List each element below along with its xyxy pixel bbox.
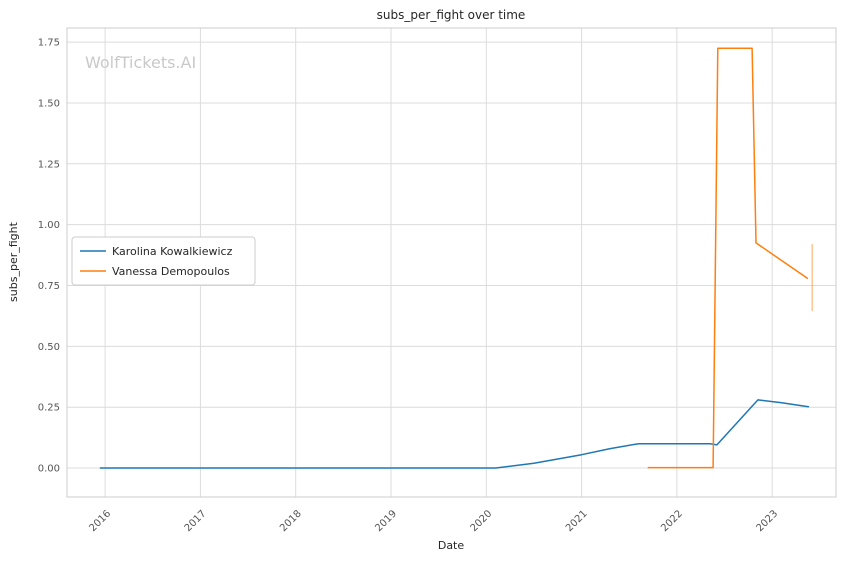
y-tick-label: 1.75 — [38, 38, 60, 49]
y-tick-label: 0.75 — [38, 281, 60, 292]
y-axis-label: subs_per_fight — [7, 221, 20, 302]
series-lines — [99, 47, 813, 469]
y-tick-label: 1.25 — [38, 159, 60, 170]
x-tick-label: 2023 — [755, 508, 781, 534]
legend-label-vanessa-demopoulos: Vanessa Demopoulos — [112, 265, 230, 278]
x-axis-label: Date — [438, 539, 465, 552]
x-tick-label: 2022 — [659, 508, 685, 534]
legend: Karolina Kowalkiewicz Vanessa Demopoulos — [71, 236, 256, 286]
grid-lines — [67, 28, 836, 497]
y-tick-labels: 0.00 0.25 0.50 0.75 1.00 1.25 1.50 1.75 — [38, 38, 60, 475]
y-tick-label: 0.25 — [38, 403, 60, 414]
x-tick-label: 2018 — [278, 508, 304, 534]
legend-label-karolina-kowalkiewicz: Karolina Kowalkiewicz — [112, 245, 233, 258]
x-tick-label: 2019 — [373, 508, 399, 534]
line-karolina-kowalkiewicz — [99, 399, 810, 469]
y-tick-label: 1.50 — [38, 98, 60, 109]
y-tick-label: 1.00 — [38, 220, 60, 231]
chart-title: subs_per_fight over time — [377, 8, 526, 22]
line-vanessa-demopoulos — [647, 47, 809, 469]
plot-border — [66, 27, 837, 498]
x-tick-label: 2016 — [87, 508, 113, 534]
y-tick-label: 0.00 — [38, 464, 60, 475]
x-tick-labels: 2016 2017 2018 2019 2020 2021 2022 2023 — [87, 508, 780, 534]
x-tick-label: 2021 — [564, 508, 590, 534]
y-tick-label: 0.50 — [38, 342, 60, 353]
legend-box — [71, 236, 256, 286]
x-tick-label: 2020 — [469, 508, 495, 534]
x-tick-label: 2017 — [183, 508, 209, 534]
watermark: WolfTickets.AI — [85, 53, 196, 72]
